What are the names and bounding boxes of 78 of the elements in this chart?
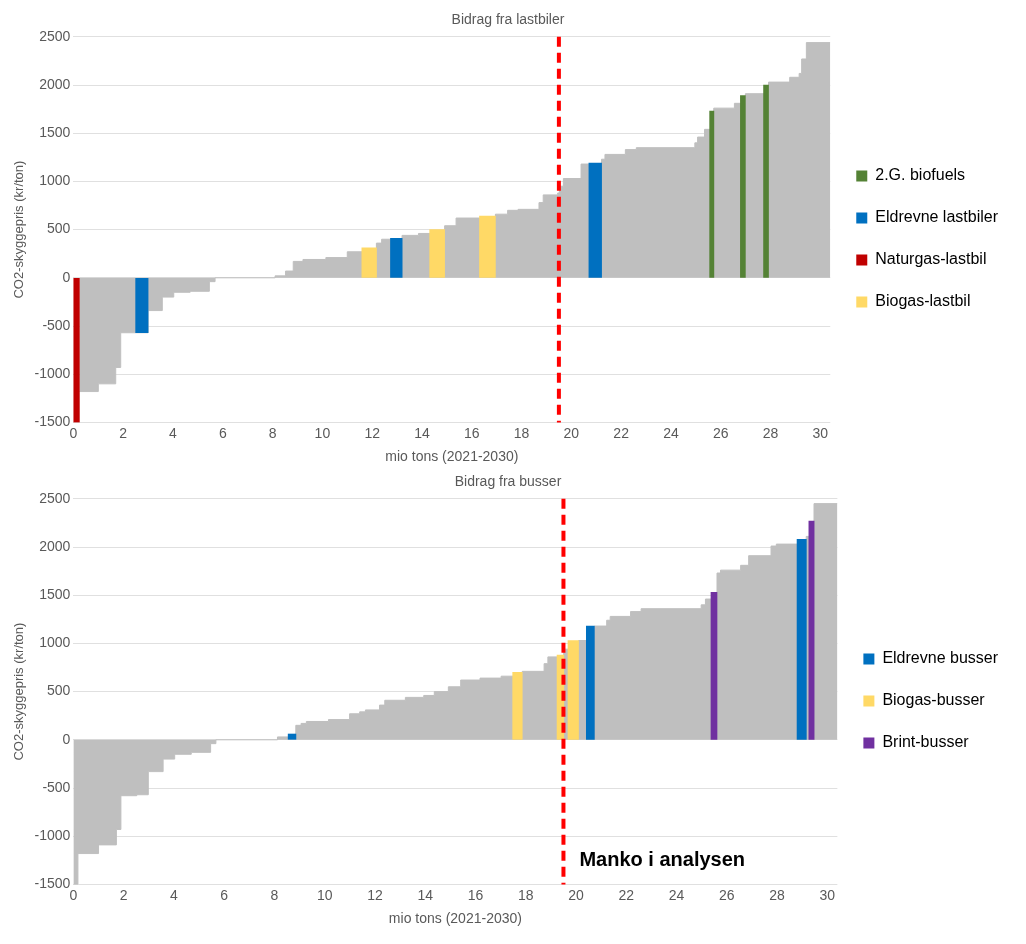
x-tick-label: 14	[417, 886, 434, 903]
bar	[796, 538, 807, 740]
bar	[73, 277, 80, 423]
x-tick-label: 30	[812, 424, 829, 441]
x-tick-label: 22	[613, 424, 630, 441]
legend-label: Biogas-lastbil	[875, 292, 971, 310]
y-tick-label: 500	[47, 682, 71, 699]
bar	[709, 110, 715, 278]
bar	[710, 591, 718, 740]
y-tick-label: -1500	[34, 413, 71, 430]
legend-label: Naturgas-lastbil	[875, 250, 987, 268]
y-tick-label: 1000	[39, 634, 71, 651]
x-tick-label: 18	[513, 424, 530, 441]
y-tick-label: 1500	[39, 124, 71, 141]
bar	[512, 671, 523, 740]
x-tick-label: 28	[762, 424, 779, 441]
x-tick-label: 28	[769, 886, 786, 903]
y-tick-label: 0	[62, 730, 71, 747]
legend-label: 2.G. biofuels	[875, 166, 966, 184]
y-tick-label: 0	[62, 268, 71, 285]
y-tick-label: -1000	[34, 827, 71, 844]
bar	[287, 733, 297, 740]
x-tick-label: 4	[169, 424, 178, 441]
y-axis-title: CO2-skyggepris (kr/ton)	[11, 622, 27, 761]
legend-label: Eldrevne lastbiler	[875, 208, 999, 226]
x-tick-label: 12	[367, 886, 383, 903]
bar	[429, 229, 445, 278]
y-tick-label: -1500	[34, 875, 71, 892]
legend-label: Eldrevne busser	[882, 649, 999, 667]
y-tick-label: 2000	[39, 75, 71, 92]
ref-line-label: Manko i analysen	[579, 847, 746, 870]
y-axis-title: CO2-skyggepris (kr/ton)	[11, 160, 27, 299]
x-tick-label: 6	[220, 886, 229, 903]
bar	[567, 640, 579, 740]
x-tick-label: 14	[414, 424, 430, 441]
bar	[763, 84, 769, 278]
x-tick-label: 18	[517, 886, 534, 903]
y-tick-label: -1000	[34, 365, 71, 382]
bar	[390, 237, 403, 278]
x-tick-label: 30	[819, 886, 836, 903]
bar	[361, 247, 377, 278]
bar	[586, 625, 595, 740]
legend-label: Biogas-busser	[882, 691, 986, 709]
x-tick-label: 4	[170, 886, 179, 903]
x-axis-title: mio tons (2021-2030)	[388, 910, 522, 927]
legend-label: Brint-busser	[882, 733, 970, 751]
bar	[588, 162, 602, 278]
x-tick-label: 22	[618, 886, 635, 903]
bar	[135, 277, 149, 334]
x-tick-label: 26	[712, 424, 729, 441]
y-tick-label: 2500	[39, 27, 71, 44]
bar	[740, 95, 746, 278]
y-tick-label: 1500	[39, 586, 71, 603]
x-tick-label: 26	[719, 886, 735, 903]
x-tick-label: 10	[316, 886, 333, 903]
y-tick-label: -500	[42, 316, 71, 333]
y-tick-label: 1000	[39, 172, 71, 189]
y-tick-label: 500	[47, 220, 71, 237]
x-tick-label: 12	[364, 424, 381, 441]
x-tick-label: 20	[563, 424, 580, 441]
x-tick-label: 2	[119, 424, 128, 441]
x-tick-label: 16	[463, 424, 480, 441]
x-axis-title: mio tons (2021-2030)	[385, 448, 519, 465]
chart-title: Bidrag fra lastbiler	[451, 11, 565, 28]
x-tick-label: 20	[568, 886, 585, 903]
y-tick-label: 2000	[39, 537, 71, 554]
x-tick-label: 8	[270, 886, 279, 903]
x-tick-label: 6	[218, 424, 227, 441]
x-tick-label: 10	[314, 424, 331, 441]
x-tick-label: 2	[119, 886, 128, 903]
x-tick-label: 24	[663, 424, 679, 441]
y-tick-label: 2500	[39, 489, 71, 506]
x-tick-label: 16	[467, 886, 484, 903]
x-tick-label: 24	[668, 886, 685, 903]
x-tick-label: 8	[268, 424, 277, 441]
chart-title: Bidrag fra busser	[454, 473, 562, 490]
bar	[479, 215, 496, 278]
y-tick-label: -500	[42, 778, 71, 795]
